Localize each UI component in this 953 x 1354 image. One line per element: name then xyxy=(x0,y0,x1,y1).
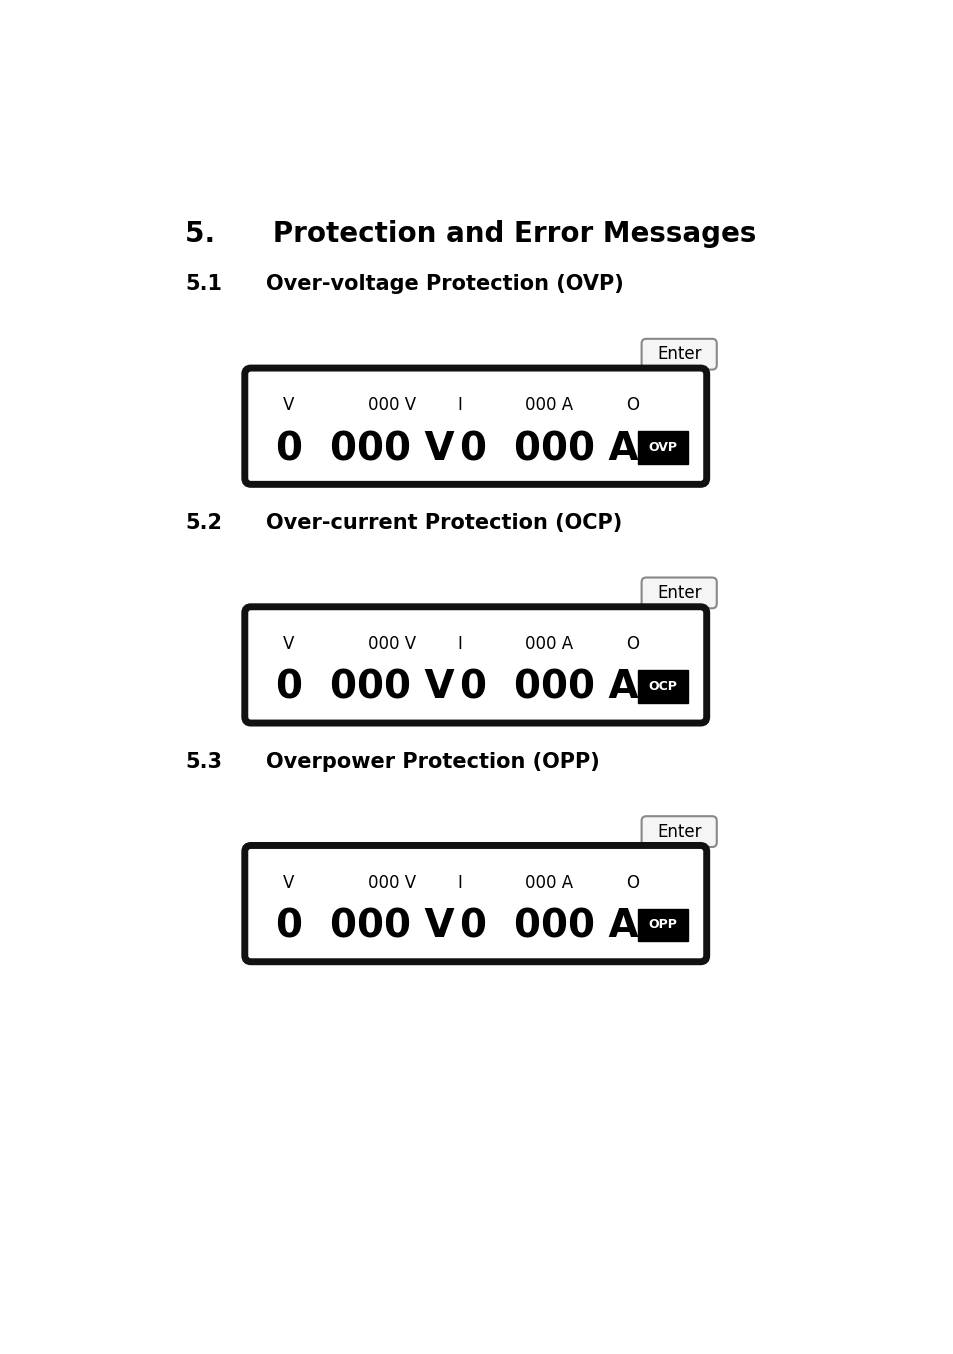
Text: 5.3: 5.3 xyxy=(185,751,222,772)
Text: 000 A: 000 A xyxy=(525,635,573,653)
Text: O: O xyxy=(626,397,639,414)
Text: I: I xyxy=(457,635,462,653)
FancyBboxPatch shape xyxy=(245,845,706,961)
Text: I: I xyxy=(457,873,462,892)
Text: Over-current Protection (OCP): Over-current Protection (OCP) xyxy=(266,513,622,533)
Text: V: V xyxy=(282,397,294,414)
Text: V: V xyxy=(282,635,294,653)
Text: 0  000 A: 0 000 A xyxy=(459,669,638,707)
FancyBboxPatch shape xyxy=(245,368,706,485)
Text: O: O xyxy=(626,873,639,892)
Text: 0  000 V: 0 000 V xyxy=(275,669,454,707)
Text: 000 V: 000 V xyxy=(368,635,416,653)
FancyBboxPatch shape xyxy=(641,338,716,370)
Text: Enter: Enter xyxy=(657,823,700,841)
Text: Overpower Protection (OPP): Overpower Protection (OPP) xyxy=(266,751,599,772)
Text: 0  000 A: 0 000 A xyxy=(459,431,638,468)
Text: 000 V: 000 V xyxy=(368,873,416,892)
FancyBboxPatch shape xyxy=(637,670,687,703)
FancyBboxPatch shape xyxy=(641,816,716,848)
Text: 0  000 V: 0 000 V xyxy=(275,907,454,945)
Text: I: I xyxy=(457,397,462,414)
Text: 5.2: 5.2 xyxy=(185,513,222,533)
Text: 5.1: 5.1 xyxy=(185,274,222,294)
Text: 5.      Protection and Error Messages: 5. Protection and Error Messages xyxy=(185,221,756,248)
Text: O: O xyxy=(626,635,639,653)
Text: OCP: OCP xyxy=(648,680,677,693)
FancyBboxPatch shape xyxy=(245,607,706,723)
Text: Over-voltage Protection (OVP): Over-voltage Protection (OVP) xyxy=(266,274,623,294)
Text: Enter: Enter xyxy=(657,345,700,363)
Text: Enter: Enter xyxy=(657,584,700,603)
FancyBboxPatch shape xyxy=(641,578,716,608)
Text: 0  000 A: 0 000 A xyxy=(459,907,638,945)
FancyBboxPatch shape xyxy=(637,431,687,464)
Text: 000 V: 000 V xyxy=(368,397,416,414)
Text: 000 A: 000 A xyxy=(525,397,573,414)
Text: OPP: OPP xyxy=(648,918,677,932)
Text: 0  000 V: 0 000 V xyxy=(275,431,454,468)
FancyBboxPatch shape xyxy=(637,909,687,941)
Text: 000 A: 000 A xyxy=(525,873,573,892)
Text: V: V xyxy=(282,873,294,892)
Text: OVP: OVP xyxy=(647,441,677,454)
